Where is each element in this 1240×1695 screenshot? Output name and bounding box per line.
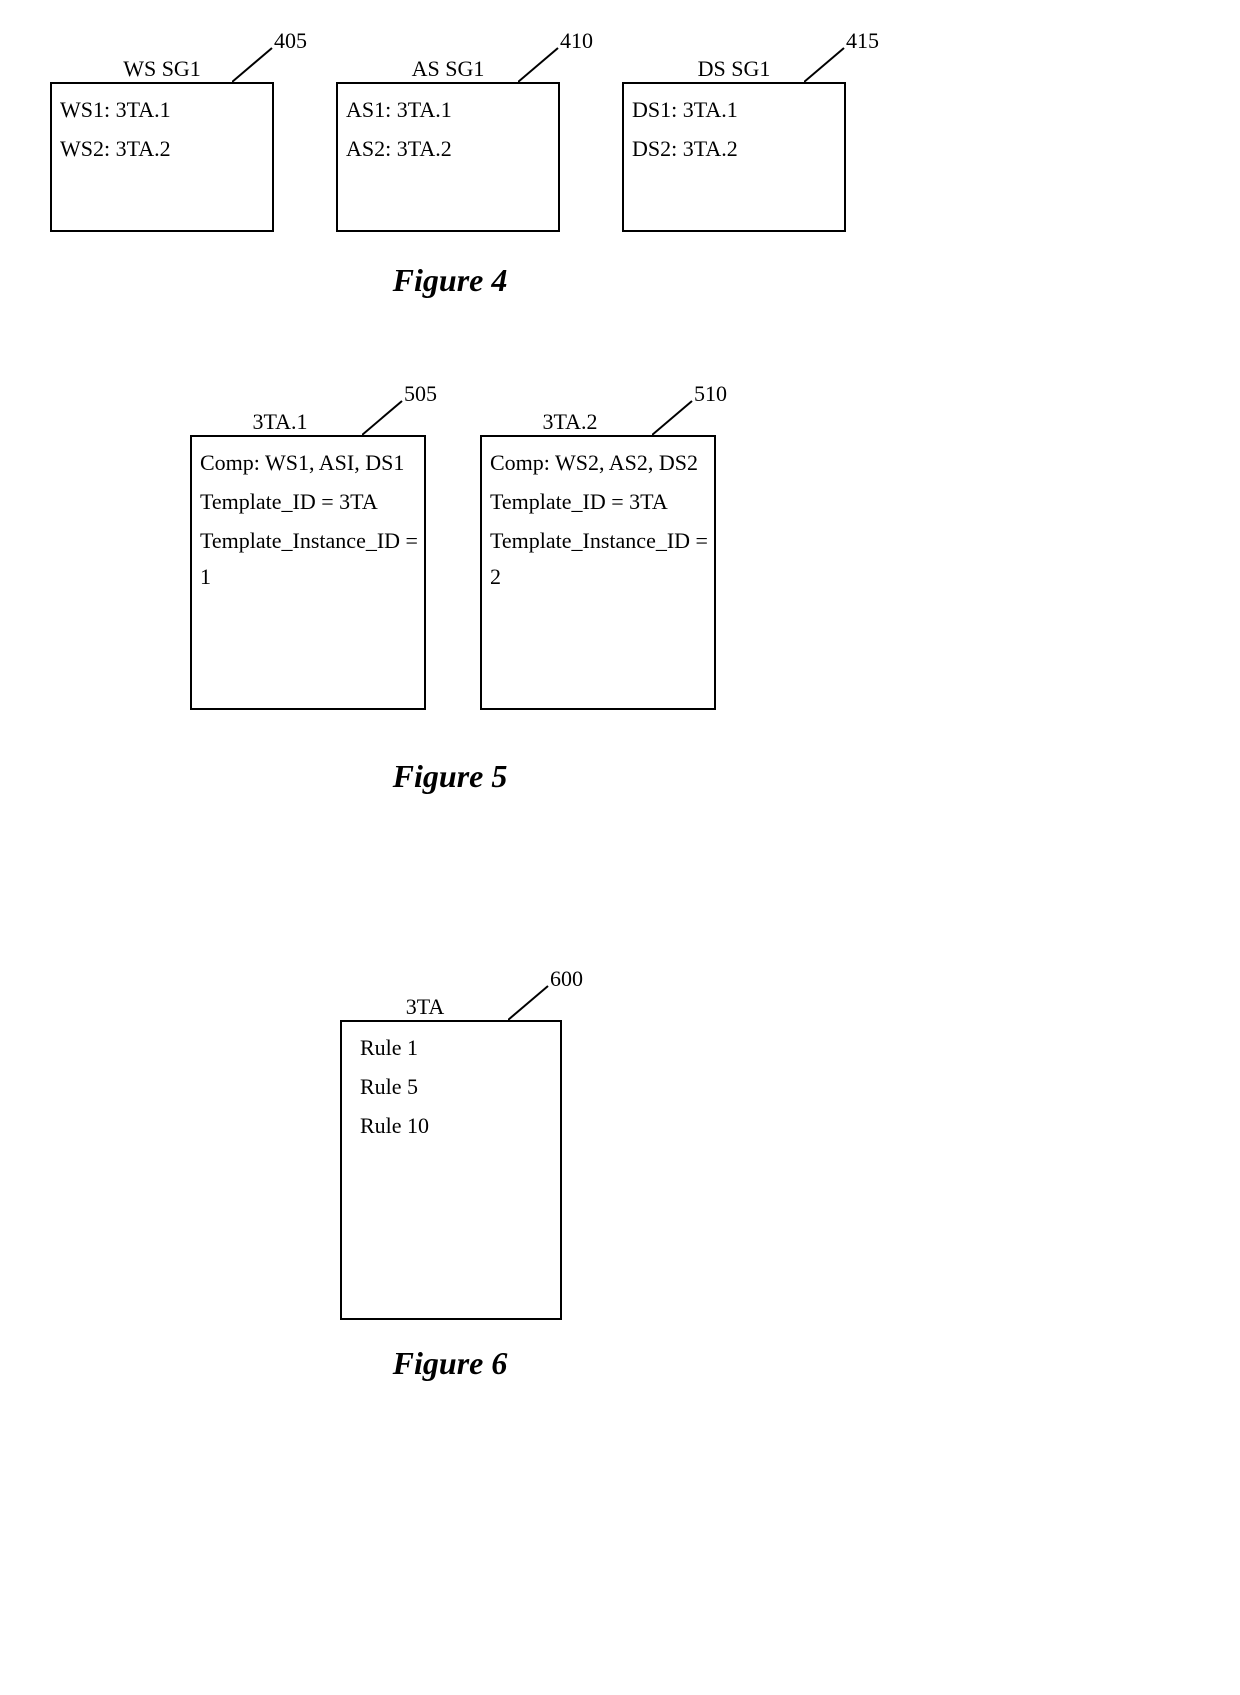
box-3ta1-line2: Template_ID = 3TA [200, 482, 418, 521]
box-3ta1-line1: Comp: WS1, ASI, DS1 [200, 443, 418, 482]
ref-505: 505 [404, 381, 437, 407]
box-3ta2-line1: Comp: WS2, AS2, DS2 [490, 443, 708, 482]
box-ds-sg1-title: DS SG1 [622, 56, 846, 82]
box-3ta1: Comp: WS1, ASI, DS1 Template_ID = 3TA Te… [190, 435, 426, 710]
box-ws-sg1-line1: WS1: 3TA.1 [60, 90, 266, 129]
figure6-caption: Figure 6 [350, 1345, 550, 1382]
box-as-sg1-title: AS SG1 [336, 56, 560, 82]
box-3ta-line1: Rule 1 [360, 1028, 554, 1067]
box-ws-sg1-line2: WS2: 3TA.2 [60, 129, 266, 168]
box-ws-sg1-title: WS SG1 [50, 56, 274, 82]
box-as-sg1: AS1: 3TA.1 AS2: 3TA.2 [336, 82, 560, 232]
figure4-caption: Figure 4 [350, 262, 550, 299]
box-3ta1-content: Comp: WS1, ASI, DS1 Template_ID = 3TA Te… [200, 443, 418, 596]
box-3ta2-line3: Template_Instance_ID = 2 [490, 521, 708, 595]
box-ds-sg1-line2: DS2: 3TA.2 [632, 129, 838, 168]
box-3ta-title: 3TA [340, 994, 510, 1020]
box-as-sg1-line1: AS1: 3TA.1 [346, 90, 552, 129]
ref-415: 415 [846, 28, 879, 54]
box-ds-sg1-line1: DS1: 3TA.1 [632, 90, 838, 129]
figure5-caption: Figure 5 [350, 758, 550, 795]
box-3ta2-content: Comp: WS2, AS2, DS2 Template_ID = 3TA Te… [490, 443, 708, 596]
box-as-sg1-line2: AS2: 3TA.2 [346, 129, 552, 168]
box-ws-sg1: WS1: 3TA.1 WS2: 3TA.2 [50, 82, 274, 232]
box-3ta2-line2: Template_ID = 3TA [490, 482, 708, 521]
box-3ta: Rule 1 Rule 5 Rule 10 [340, 1020, 562, 1320]
box-3ta2-title: 3TA.2 [480, 409, 660, 435]
box-as-sg1-content: AS1: 3TA.1 AS2: 3TA.2 [346, 90, 552, 168]
ref-405: 405 [274, 28, 307, 54]
ref-410: 410 [560, 28, 593, 54]
box-ws-sg1-content: WS1: 3TA.1 WS2: 3TA.2 [60, 90, 266, 168]
box-3ta-line3: Rule 10 [360, 1106, 554, 1145]
box-ds-sg1-content: DS1: 3TA.1 DS2: 3TA.2 [632, 90, 838, 168]
box-3ta-line2: Rule 5 [360, 1067, 554, 1106]
ref-600: 600 [550, 966, 583, 992]
box-3ta-content: Rule 1 Rule 5 Rule 10 [360, 1028, 554, 1146]
box-ds-sg1: DS1: 3TA.1 DS2: 3TA.2 [622, 82, 846, 232]
box-3ta1-title: 3TA.1 [190, 409, 370, 435]
box-3ta1-line3: Template_Instance_ID = 1 [200, 521, 418, 595]
box-3ta2: Comp: WS2, AS2, DS2 Template_ID = 3TA Te… [480, 435, 716, 710]
ref-510: 510 [694, 381, 727, 407]
